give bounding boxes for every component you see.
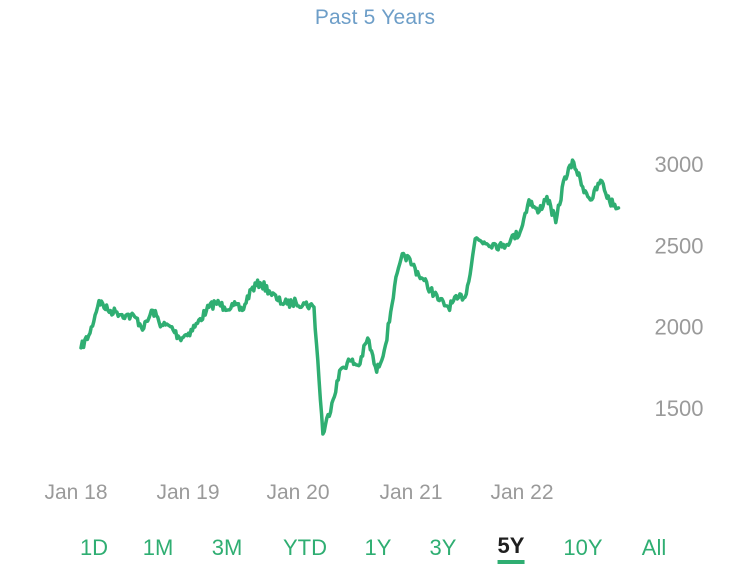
data-point [403,253,405,255]
series-line [79,158,621,436]
data-point [134,316,136,318]
chart-title: Past 5 Years [314,6,436,29]
x-tick-label: Jan 18 [44,481,107,504]
range-option-all[interactable]: All [642,532,666,564]
data-point [519,231,521,233]
data-point [250,288,252,290]
data-point [609,200,611,202]
data-point [322,433,324,435]
plot-area [79,158,621,436]
range-option-ytd[interactable]: YTD [283,532,327,564]
data-point [197,322,199,324]
range-option-5y[interactable]: 5Y [497,532,525,564]
data-point [546,196,548,198]
data-point [214,301,216,303]
range-option-3y[interactable]: 3Y [430,532,457,564]
x-tick-label: Jan 21 [379,481,442,504]
data-point [367,337,369,339]
data-point [456,298,458,300]
data-point [358,365,360,367]
data-point [340,368,342,370]
range-option-1y[interactable]: 1Y [365,532,392,564]
data-point [206,309,208,311]
y-tick-label: 2500 [655,233,704,258]
data-point [465,293,467,295]
data-point [429,288,431,290]
price-chart: 3000 2500 2000 1500 Jan 18 Jan 19 Jan 20 Jan 2… [44,152,704,504]
data-point [304,303,306,305]
data-point [394,285,396,287]
range-option-3m[interactable]: 3M [212,532,243,564]
x-tick-label: Jan 22 [490,481,553,504]
data-point [89,332,91,334]
data-point [223,306,225,308]
data-point [537,212,539,214]
data-point [232,305,234,307]
data-point [179,337,181,339]
data-point [241,309,243,311]
data-point [98,300,100,302]
y-tick-label: 1500 [655,396,704,421]
y-axis: 3000 2500 2000 1500 [655,152,704,421]
data-point [591,199,593,201]
range-option-1d[interactable]: 1D [80,532,108,564]
x-tick-label: Jan 19 [156,481,219,504]
data-point [474,238,476,240]
y-tick-label: 2000 [655,315,704,340]
x-axis: Jan 18 Jan 19 Jan 20 Jan 21 Jan 22 [44,481,553,504]
data-point [573,161,575,163]
data-point [170,326,172,328]
data-point [331,402,333,404]
data-point [259,282,261,284]
data-point [188,332,190,334]
data-point [618,207,620,209]
data-point [349,360,351,362]
data-point [116,311,118,313]
data-point [447,306,449,308]
data-point [600,179,602,181]
data-point [107,309,109,311]
data-point [564,176,566,178]
y-tick-label: 3000 [655,152,704,177]
time-range-selector: 1D 1M 3M YTD 1Y 3Y 5Y 10Y All [0,528,750,568]
data-point [80,347,82,349]
data-point [125,314,127,316]
data-point [483,241,485,243]
data-point [582,186,584,188]
data-point [555,222,557,224]
range-option-1m[interactable]: 1M [143,532,174,564]
data-point [286,303,288,305]
data-point [277,300,279,302]
data-point [385,344,387,346]
data-point [152,309,154,311]
data-point [412,264,414,266]
range-option-10y[interactable]: 10Y [563,532,602,564]
data-point [295,301,297,303]
data-point [501,246,503,248]
data-point [313,306,315,308]
data-point [268,290,270,292]
data-point [143,327,145,329]
data-point [376,371,378,373]
data-point [510,238,512,240]
x-tick-label: Jan 20 [266,481,329,504]
data-point [421,277,423,279]
data-point [528,199,530,201]
data-point [438,300,440,302]
data-point [161,324,163,326]
data-point [492,243,494,245]
